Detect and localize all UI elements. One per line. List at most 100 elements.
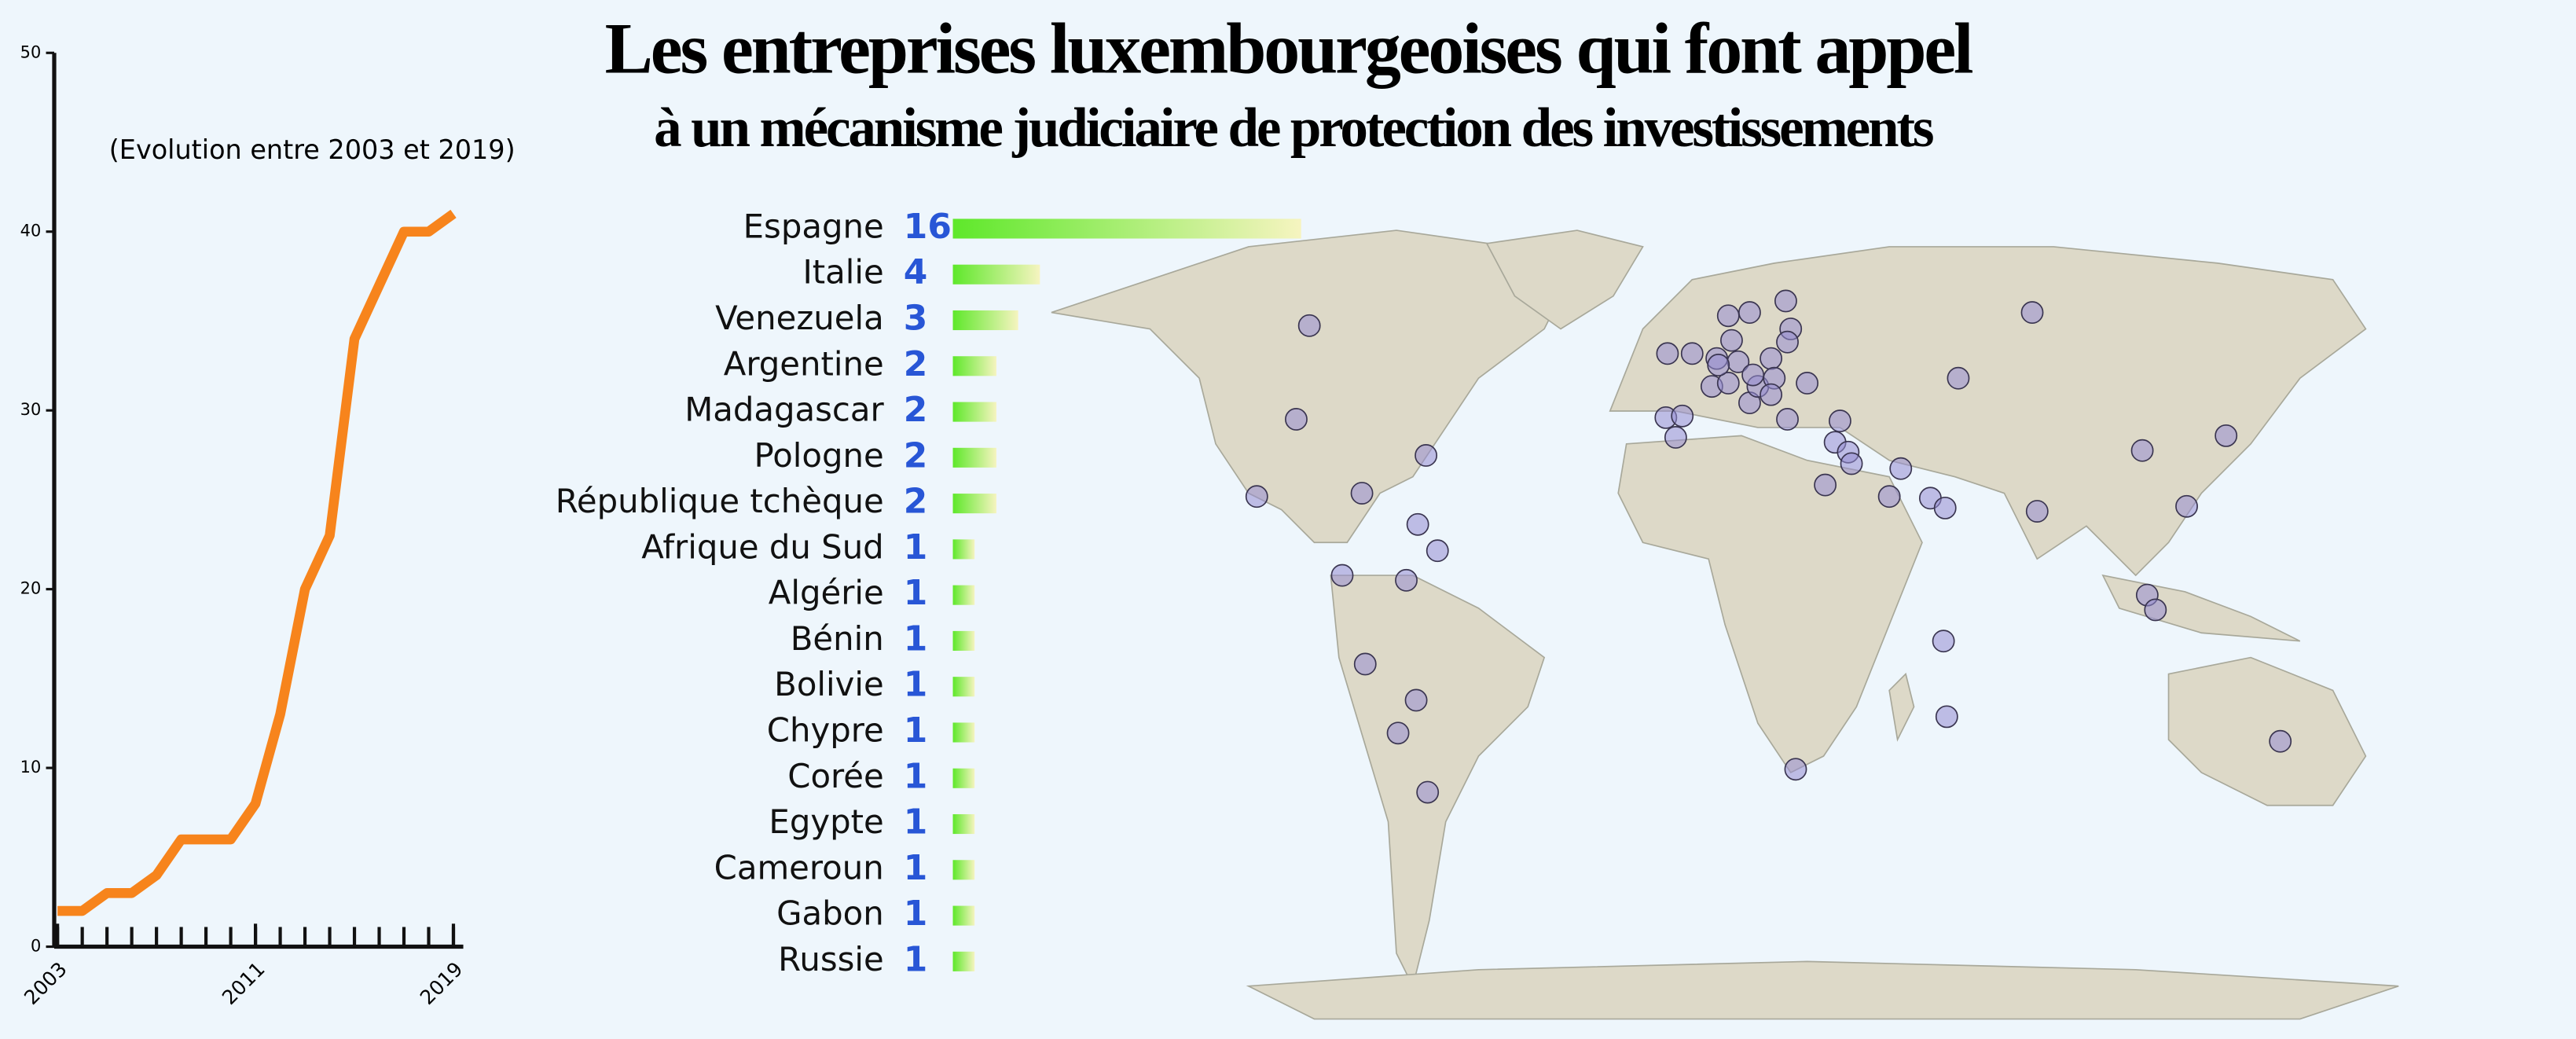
location-dot (1720, 329, 1743, 352)
location-dot (1932, 630, 1955, 653)
location-dot (1664, 426, 1687, 449)
location-dot (1776, 408, 1799, 431)
location-dot (1245, 485, 1268, 508)
location-dot (1829, 409, 1851, 432)
location-dot (1935, 705, 1958, 729)
category-label: Bénin (791, 619, 884, 658)
location-dot (1774, 289, 1797, 313)
value-label: 2 (904, 390, 928, 430)
bar (952, 677, 975, 697)
bar (952, 310, 1018, 331)
location-dot (2175, 494, 2198, 518)
location-dot (1415, 444, 1438, 467)
category-label: Algérie (769, 574, 884, 612)
world-map (1051, 229, 2399, 1020)
category-label: Corée (787, 757, 883, 795)
location-dot (1426, 539, 1449, 563)
location-dot (1796, 372, 1819, 395)
value-label: 2 (904, 435, 928, 475)
bar (952, 905, 975, 926)
line-chart-title: (Evolution entre 2003 et 2019) (109, 134, 516, 165)
bar (952, 539, 975, 560)
land (2167, 656, 2367, 806)
category-label: Egypte (769, 802, 883, 841)
bar (952, 860, 975, 880)
location-dot (1840, 452, 1863, 475)
bar (952, 585, 975, 605)
location-dot (1707, 354, 1730, 376)
category-label: Bolivie (774, 665, 884, 703)
location-dot (1784, 758, 1807, 781)
land (1617, 435, 1923, 774)
location-dot (1285, 408, 1308, 431)
value-label: 3 (904, 299, 928, 339)
bar (952, 630, 975, 651)
location-dot (1330, 564, 1354, 587)
location-dot (1671, 404, 1694, 428)
location-dot (2020, 301, 2044, 325)
location-dot (1741, 363, 1765, 387)
location-dot (1889, 457, 1913, 480)
location-dot (1350, 482, 1374, 505)
location-dot (2215, 424, 2238, 447)
location-dot (1760, 383, 1783, 406)
bar (952, 264, 1040, 285)
land (1246, 960, 2399, 1020)
location-dot (1760, 347, 1783, 370)
category-label: Gabon (776, 894, 884, 933)
y-tick-label: 40 (20, 222, 42, 240)
bar (952, 951, 975, 971)
value-label: 1 (904, 619, 928, 659)
y-tick-label: 10 (20, 758, 42, 776)
bar (952, 813, 975, 835)
value-label: 1 (904, 848, 928, 888)
value-label: 1 (904, 802, 928, 843)
y-tick-label: 20 (20, 579, 42, 598)
value-label: 1 (904, 573, 928, 613)
bar (952, 494, 996, 514)
category-label: Chypre (767, 710, 884, 749)
value-label: 1 (904, 939, 928, 979)
title: Les entreprises luxembourgeoises qui fon… (605, 9, 1972, 89)
category-label: Madagascar (684, 391, 884, 429)
bar (952, 356, 996, 376)
location-dot (2144, 598, 2167, 622)
category-label: Afrique du Sud (641, 527, 884, 566)
y-tick-label: 50 (20, 42, 42, 61)
location-dot (2130, 439, 2154, 462)
bar (952, 447, 996, 468)
location-dot (1386, 721, 1410, 745)
value-label: 16 (904, 207, 952, 247)
location-dot (1814, 473, 1837, 497)
value-label: 1 (904, 527, 928, 567)
category-label: Russie (778, 940, 884, 978)
location-dot (1877, 485, 1901, 508)
category-label: Argentine (724, 344, 884, 383)
location-dots (1245, 289, 2292, 804)
bar (952, 218, 1301, 239)
category-label: Cameroun (714, 848, 884, 887)
category-label: Espagne (743, 207, 884, 245)
bar (952, 768, 975, 788)
location-dot (1416, 780, 1440, 804)
location-dot (1353, 652, 1377, 676)
location-dot (1680, 342, 1704, 365)
value-label: 1 (904, 710, 928, 751)
category-label: Venezuela (715, 299, 884, 337)
location-dot (1395, 568, 1418, 592)
category-label: République tchèque (556, 482, 884, 520)
location-dot (2025, 500, 2049, 523)
value-label: 1 (904, 665, 928, 705)
location-dot (1738, 301, 1761, 325)
location-dot (1947, 366, 1970, 390)
bar (952, 402, 996, 422)
value-label: 1 (904, 756, 928, 796)
location-dot (1716, 372, 1740, 395)
location-dot (1716, 304, 1740, 328)
location-dot (1776, 330, 1799, 354)
value-label: 1 (904, 894, 928, 934)
bar (952, 722, 975, 743)
location-dot (2269, 729, 2292, 753)
data-line (57, 209, 457, 916)
